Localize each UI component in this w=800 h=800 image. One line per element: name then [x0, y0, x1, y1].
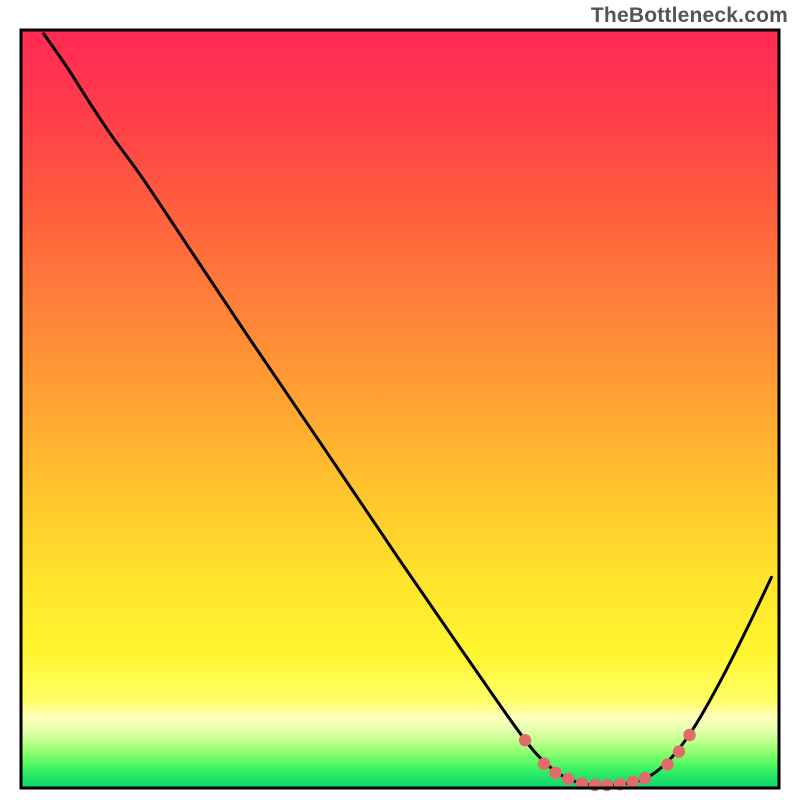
marker-dot — [673, 745, 685, 757]
marker-dot — [683, 729, 695, 741]
marker-dot — [519, 734, 531, 746]
marker-dot — [639, 772, 651, 784]
plot-background — [21, 30, 779, 788]
marker-dot — [661, 758, 673, 770]
marker-dot — [538, 758, 550, 770]
bottleneck-chart — [0, 0, 800, 800]
marker-dot — [549, 767, 561, 779]
marker-dot — [627, 776, 639, 788]
watermark-text: TheBottleneck.com — [591, 4, 788, 28]
marker-dot — [562, 773, 574, 785]
chart-container: TheBottleneck.com — [0, 0, 800, 800]
